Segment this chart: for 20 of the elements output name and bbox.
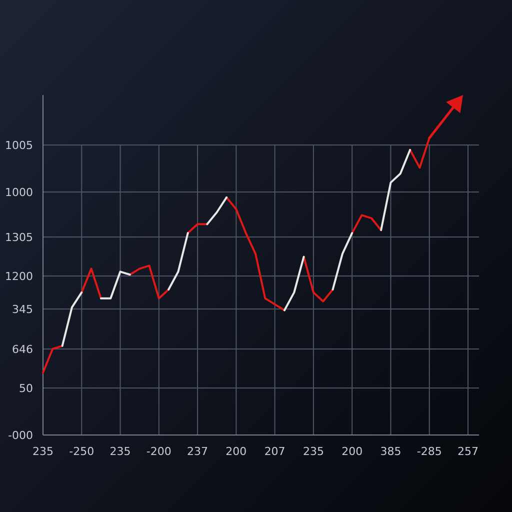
x-tick-label: 385	[380, 445, 402, 458]
x-tick-label: 237	[187, 445, 208, 458]
text: 50	[19, 382, 33, 395]
text: 345	[12, 302, 33, 316]
x-tick-label: 235	[110, 445, 131, 458]
x-tick-label: -200	[146, 445, 172, 458]
text: 1200	[5, 270, 33, 283]
text: 646	[12, 342, 33, 356]
text: 1305	[5, 230, 33, 244]
x-tick-label: 200	[226, 445, 247, 458]
text: -000	[8, 428, 33, 442]
x-tick-label: 207	[264, 445, 286, 458]
x-tick-label: -250	[69, 445, 94, 458]
x-tick-label: 235	[302, 445, 324, 458]
x-tick-label: 200	[342, 445, 363, 458]
x-tick-label: 257	[458, 445, 478, 458]
text: 1005	[5, 138, 33, 152]
x-tick-label: -285	[416, 445, 442, 458]
x-tick-label: 235	[32, 445, 54, 458]
text: 1000	[5, 186, 33, 199]
